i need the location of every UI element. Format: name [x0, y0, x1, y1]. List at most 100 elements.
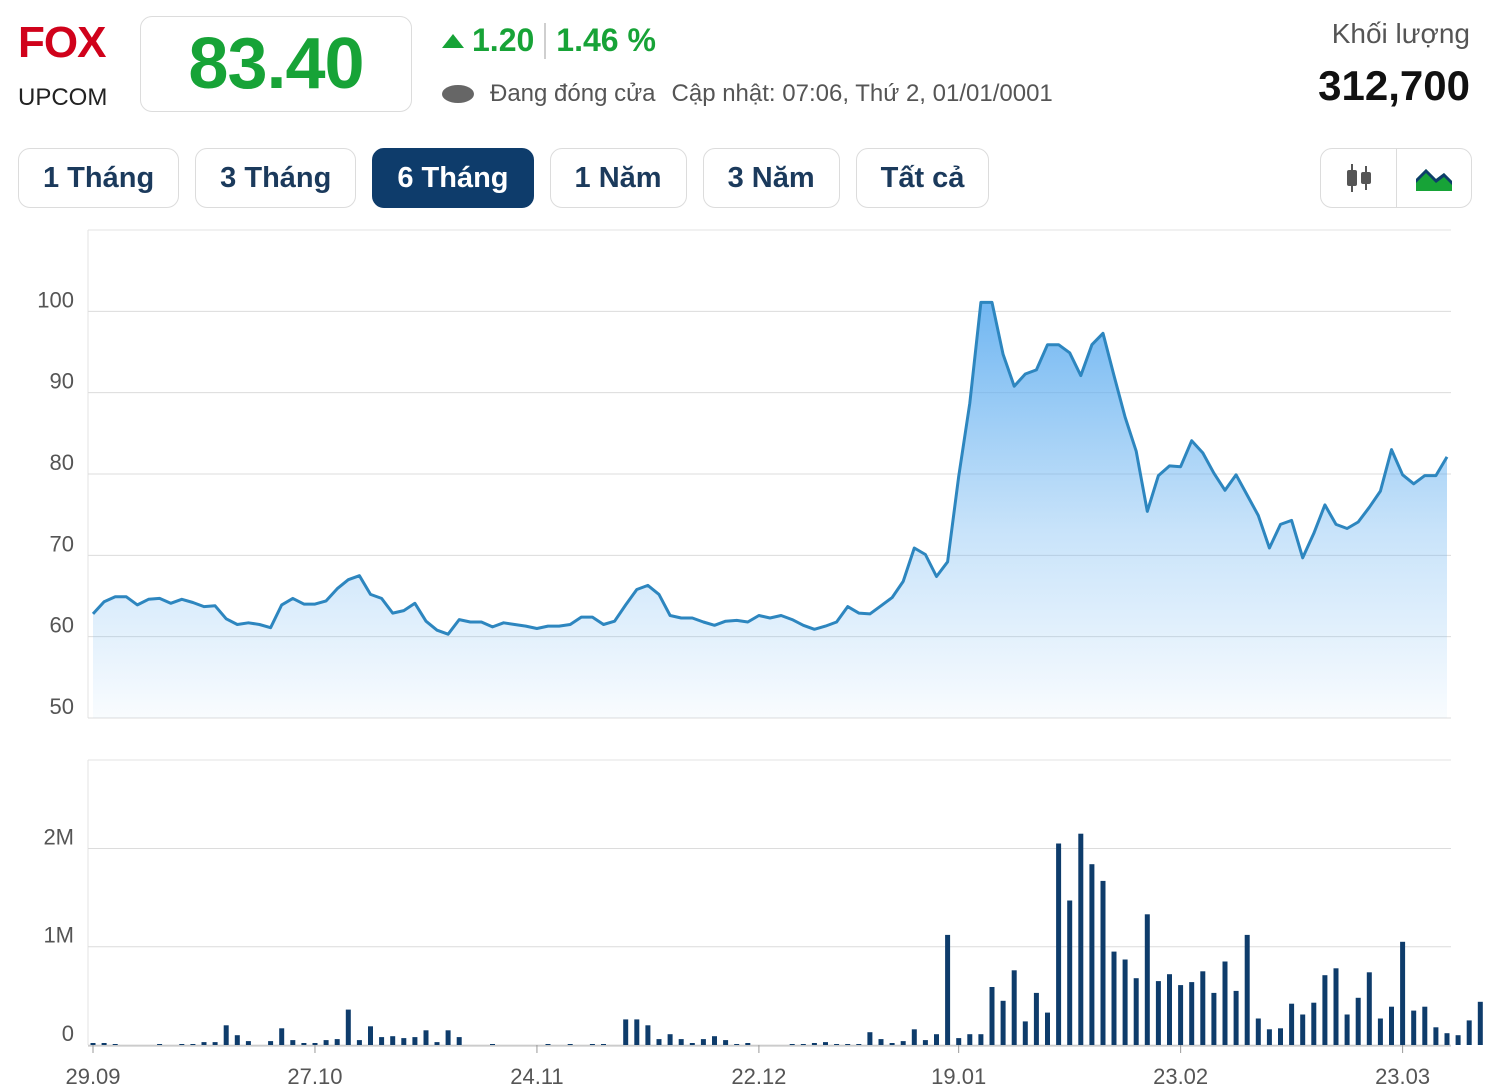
tab-3-years[interactable]: 3 Năm: [702, 148, 840, 208]
volume-y-tick-label: 0: [62, 1021, 74, 1046]
volume-bar: [201, 1042, 207, 1045]
range-tabs: 1 Tháng 3 Tháng 6 Tháng 1 Năm 3 Năm Tất …: [18, 148, 990, 208]
volume-bar: [301, 1043, 307, 1045]
status-text: Đang đóng cửa: [490, 80, 656, 107]
volume-bar: [800, 1044, 806, 1045]
volume-bar: [279, 1028, 285, 1045]
volume-bar: [1333, 968, 1339, 1045]
volume-bar: [1100, 880, 1106, 1045]
volume-bar: [723, 1040, 729, 1045]
exchange-name: UPCOM: [18, 84, 108, 111]
volume-bar: [1056, 843, 1062, 1045]
volume-bar: [678, 1039, 684, 1045]
candlestick-view-button[interactable]: [1321, 149, 1396, 207]
volume-bar: [1278, 1028, 1283, 1045]
price-area-fill: [93, 302, 1447, 718]
volume-bar: [423, 1030, 429, 1045]
volume-bar: [1111, 951, 1117, 1045]
tab-6-months[interactable]: 6 Tháng: [372, 148, 534, 208]
price-box: 83.40: [140, 16, 412, 112]
volume-bar: [878, 1039, 884, 1045]
tab-3-months[interactable]: 3 Tháng: [195, 148, 357, 208]
volume-bar: [345, 1009, 351, 1045]
change-separator: [544, 22, 547, 59]
price-y-tick-label: 90: [50, 369, 74, 394]
current-price: 83.40: [188, 24, 364, 104]
volume-bar: [1022, 1021, 1028, 1045]
volume-bar: [978, 1034, 984, 1045]
volume-bar: [1466, 1020, 1472, 1045]
x-tick-label: 19.01: [931, 1064, 986, 1089]
price-y-tick-label: 80: [50, 450, 74, 475]
volume-bar: [1078, 833, 1084, 1045]
volume-bar: [1211, 992, 1217, 1045]
volume-bar: [1144, 914, 1150, 1045]
x-tick-label: 27.10: [287, 1064, 342, 1089]
volume-bar: [601, 1044, 606, 1045]
volume-bar: [967, 1034, 973, 1045]
volume-bar: [656, 1039, 662, 1045]
tab-all[interactable]: Tất cả: [855, 148, 990, 208]
volume-bar: [1045, 1012, 1050, 1045]
volume-bar: [1067, 900, 1073, 1045]
volume-bar: [989, 987, 995, 1045]
volume-bar: [356, 1040, 362, 1045]
volume-bar: [1089, 864, 1095, 1045]
volume-bar: [1000, 1000, 1006, 1045]
volume-bar: [545, 1044, 551, 1045]
volume-bar: [589, 1044, 595, 1045]
volume-bar: [1266, 1029, 1272, 1045]
volume-bar: [1200, 971, 1206, 1045]
volume-value: 312,700: [1318, 62, 1470, 109]
volume-bar: [234, 1035, 240, 1045]
status-dot-icon: [442, 85, 474, 103]
volume-bar: [1133, 978, 1139, 1045]
price-y-tick-label: 70: [50, 531, 74, 556]
volume-bar: [889, 1043, 895, 1045]
volume-bar: [1344, 1014, 1350, 1045]
volume-bar: [401, 1038, 407, 1045]
volume-bar: [934, 1034, 939, 1045]
volume-bar: [1411, 1010, 1417, 1045]
volume-bar: [1178, 985, 1184, 1045]
x-tick-label: 29.09: [65, 1064, 120, 1089]
volume-bar: [212, 1042, 218, 1045]
change-percent: 1.46 %: [556, 22, 656, 58]
x-tick-label: 23.02: [1153, 1064, 1208, 1089]
volume-bar: [157, 1044, 163, 1045]
area-view-button[interactable]: [1396, 149, 1471, 207]
ticker-symbol: FOX: [18, 18, 106, 67]
tab-1-year[interactable]: 1 Năm: [549, 148, 687, 208]
volume-bar: [1377, 1018, 1383, 1045]
volume-bar: [945, 934, 951, 1045]
volume-bar: [1400, 941, 1406, 1045]
volume-label: Khối lượng: [1331, 18, 1470, 49]
volume-bar: [1311, 1002, 1317, 1045]
volume-bar: [856, 1044, 862, 1045]
chart-view-toggle: [1320, 148, 1472, 208]
volume-y-tick-label: 1M: [43, 923, 74, 948]
volume-bar: [1289, 1003, 1295, 1045]
volume-bar: [911, 1029, 917, 1045]
volume-y-tick-label: 2M: [43, 824, 74, 849]
volume-bar: [745, 1043, 751, 1045]
up-arrow-icon: [442, 33, 464, 48]
volume-bar: [379, 1037, 385, 1045]
updated-time: Cập nhật: 07:06, Thứ 2, 01/01/0001: [671, 80, 1053, 107]
volume-bar: [1455, 1035, 1461, 1045]
volume-bar: [1244, 934, 1250, 1045]
volume-bar: [1233, 990, 1239, 1045]
volume-bar: [312, 1043, 318, 1045]
volume-bar: [1366, 972, 1372, 1045]
price-y-tick-label: 100: [37, 287, 74, 312]
tab-1-month[interactable]: 1 Tháng: [18, 148, 180, 208]
volume-bar: [1433, 1027, 1439, 1045]
volume-bar: [1300, 1014, 1306, 1045]
candlestick-icon: [1346, 164, 1371, 192]
volume-bar: [634, 1019, 640, 1045]
volume-bar: [1255, 1018, 1261, 1045]
volume-bar: [190, 1044, 196, 1045]
volume-bar: [922, 1040, 928, 1045]
volume-bar: [1189, 982, 1195, 1045]
volume-bar: [1122, 959, 1128, 1045]
